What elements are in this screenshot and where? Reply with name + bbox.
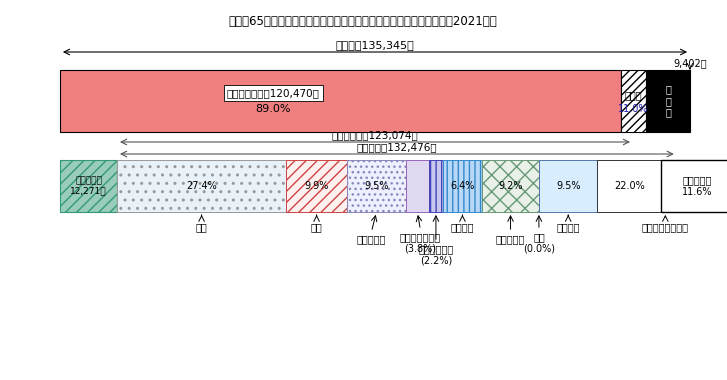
Text: 非消費支出
12,271円: 非消費支出 12,271円 <box>71 176 107 196</box>
Bar <box>482 160 539 212</box>
Text: 食料: 食料 <box>196 222 207 232</box>
Text: 9.2%: 9.2% <box>498 181 523 191</box>
Text: 9.9%: 9.9% <box>305 181 329 191</box>
Text: その他: その他 <box>624 90 643 100</box>
Text: 6.4%: 6.4% <box>450 181 475 191</box>
Text: 9.5%: 9.5% <box>556 181 580 191</box>
Text: 教育
(0.0%): 教育 (0.0%) <box>523 232 555 253</box>
Bar <box>429 160 443 212</box>
Text: 可処分所得　123,074円: 可処分所得 123,074円 <box>332 130 418 140</box>
Text: 不
足
分: 不 足 分 <box>665 84 671 117</box>
Bar <box>286 160 347 212</box>
Text: 11.0%: 11.0% <box>618 104 648 114</box>
Bar <box>621 70 646 132</box>
Text: 交通・通信: 交通・通信 <box>496 234 525 244</box>
Bar <box>60 160 117 212</box>
Text: 家具・家事用品
(3.8%): 家具・家事用品 (3.8%) <box>400 232 441 253</box>
Bar <box>598 160 727 212</box>
Text: 89.0%: 89.0% <box>255 104 291 114</box>
Bar <box>117 160 286 212</box>
Text: 実収入　135,345円: 実収入 135,345円 <box>336 40 414 50</box>
Text: 被服及び履物
(2.2%): 被服及び履物 (2.2%) <box>418 244 454 266</box>
Bar <box>443 160 482 212</box>
Text: 27.4%: 27.4% <box>186 181 217 191</box>
Text: 光熱・水道: 光熱・水道 <box>357 234 386 244</box>
Text: その他の消費支出: その他の消費支出 <box>642 222 688 232</box>
Text: 住居: 住居 <box>310 222 323 232</box>
Text: 消費支出　132,476円: 消費支出 132,476円 <box>356 142 437 152</box>
Text: うち交際費
11.6%: うち交際費 11.6% <box>682 175 712 197</box>
Text: 教養娯楽: 教養娯楽 <box>556 222 580 232</box>
Bar <box>347 160 406 212</box>
Text: 社会保障給付　120,470円: 社会保障給付 120,470円 <box>227 88 320 98</box>
Text: 保健医療: 保健医療 <box>451 222 474 232</box>
Bar <box>60 70 621 132</box>
Text: 9.5%: 9.5% <box>364 181 389 191</box>
Text: 22.0%: 22.0% <box>614 181 645 191</box>
Text: 9,402円: 9,402円 <box>673 58 707 68</box>
Text: 図２　65歳以上の単身無職世帯（高齢単身無職世帯）の家計収支　－2021年－: 図２ 65歳以上の単身無職世帯（高齢単身無職世帯）の家計収支 －2021年－ <box>228 15 497 28</box>
Bar <box>646 70 690 132</box>
Bar <box>406 160 429 212</box>
Bar <box>662 160 727 212</box>
Bar <box>539 160 598 212</box>
